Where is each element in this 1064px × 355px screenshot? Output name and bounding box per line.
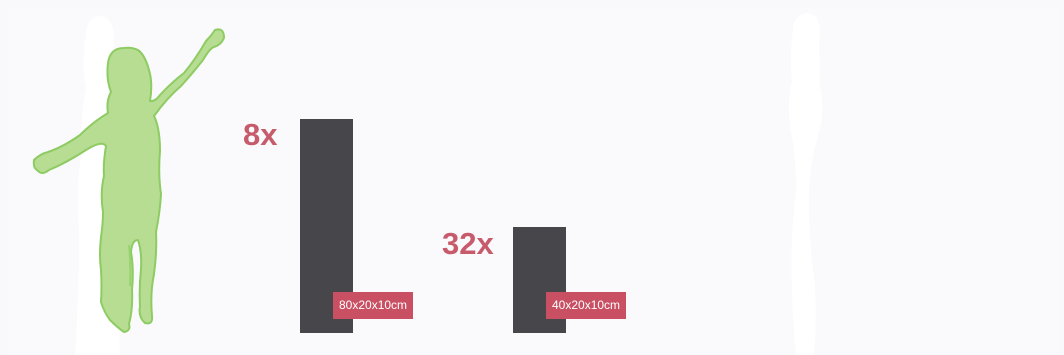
- count-label-large: 8x: [243, 117, 278, 152]
- child-body: [32, 28, 225, 333]
- count-label-small: 32x: [442, 226, 494, 261]
- child-silhouette: [32, 28, 225, 333]
- dimension-badge-large: 80x20x10cm: [333, 292, 414, 319]
- ghost-figure-right: [788, 13, 823, 355]
- child-leg-shading: [128, 244, 132, 287]
- dimension-badge-small: 40x20x10cm: [546, 292, 627, 319]
